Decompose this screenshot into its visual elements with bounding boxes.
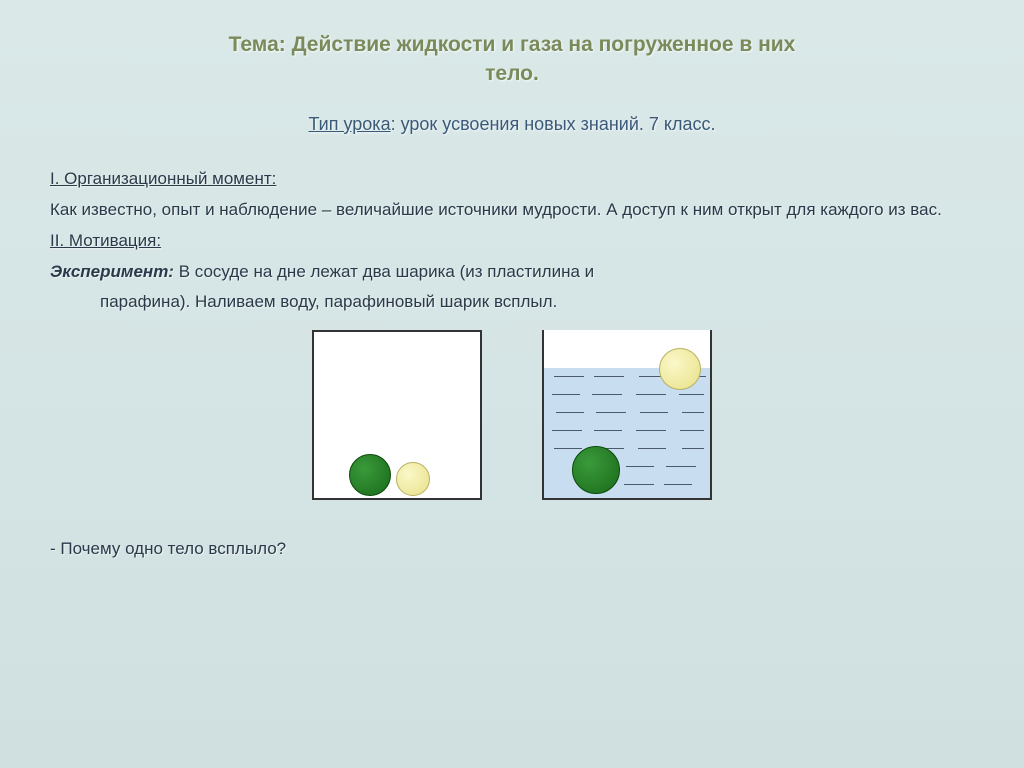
water-dash	[552, 430, 582, 431]
diagrams-container	[50, 330, 974, 500]
water-dash	[666, 466, 696, 467]
title-line-2: тело.	[485, 62, 539, 85]
water-dash	[556, 412, 584, 413]
experiment-text-2: парафина). Наливаем воду, парафиновый ша…	[50, 288, 974, 315]
experiment-line-1: Эксперимент: В сосуде на дне лежат два ш…	[50, 258, 974, 285]
water-dash	[552, 394, 580, 395]
yellow-ball	[396, 462, 430, 496]
water-dash	[554, 376, 584, 377]
water-dash	[636, 394, 666, 395]
subtitle-text: : урок усвоения новых знаний. 7 класс.	[391, 114, 716, 134]
green-ball	[572, 446, 620, 494]
water-dash	[592, 394, 622, 395]
experiment-text-1: В сосуде на дне лежат два шарика (из пла…	[174, 262, 594, 281]
motivation-heading: II. Мотивация:	[50, 227, 974, 254]
water-dash	[596, 412, 626, 413]
water-dash	[554, 448, 582, 449]
org-heading: I. Организационный момент:	[50, 165, 974, 192]
content-area: I. Организационный момент: Как известно,…	[50, 165, 974, 562]
water-dash	[638, 448, 666, 449]
green-ball	[349, 454, 391, 496]
water-dash	[624, 484, 654, 485]
experiment-label: Эксперимент:	[50, 262, 174, 281]
water-dash	[682, 412, 704, 413]
water-dash	[679, 394, 704, 395]
water-dash	[626, 466, 654, 467]
water-dash	[594, 430, 622, 431]
water-dash	[640, 412, 668, 413]
yellow-ball	[659, 348, 701, 390]
water-dash	[680, 430, 704, 431]
water-dash	[636, 430, 666, 431]
slide-subtitle: Тип урока: урок усвоения новых знаний. 7…	[50, 114, 974, 135]
title-line-1: Тема: Действие жидкости и газа на погруж…	[229, 33, 796, 56]
water-dash	[594, 376, 624, 377]
subtitle-label: Тип урока	[308, 114, 390, 134]
diagram-2	[542, 330, 712, 500]
water-dash	[682, 448, 704, 449]
water-dash	[664, 484, 692, 485]
diagram-1	[312, 330, 482, 500]
slide-title: Тема: Действие жидкости и газа на погруж…	[50, 30, 974, 89]
org-text: Как известно, опыт и наблюдение – велича…	[50, 196, 974, 223]
question-text: - Почему одно тело всплыло?	[50, 535, 974, 562]
